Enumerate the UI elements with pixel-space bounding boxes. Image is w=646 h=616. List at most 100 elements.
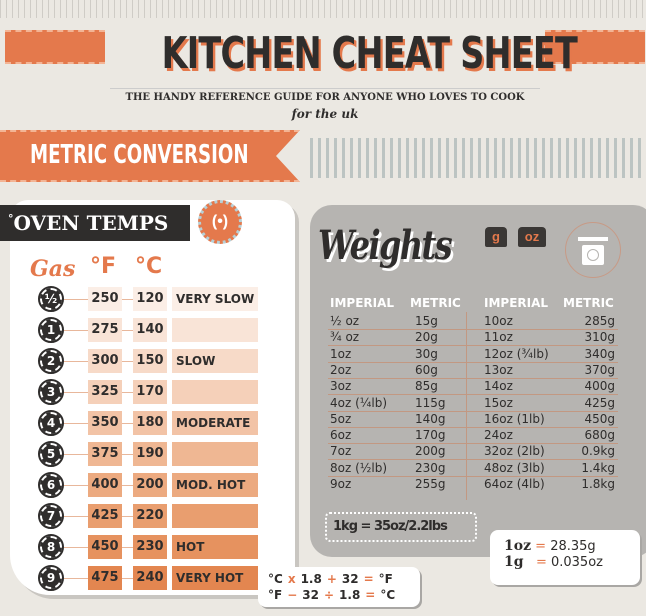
imperial-cell: 32oz (2lb)	[484, 444, 545, 459]
row-divider	[328, 329, 618, 330]
col-header-imperial: IMPERIAL	[330, 296, 395, 310]
row-divider	[328, 377, 618, 379]
equals: =	[535, 555, 547, 570]
imperial-cell: 11oz	[484, 330, 513, 345]
fahrenheit-cell: 450	[88, 535, 122, 559]
celsius-cell: 170	[133, 380, 167, 404]
col-header-metric: METRIC	[410, 296, 461, 310]
operator: x	[287, 572, 296, 586]
celsius-cell: 140	[133, 318, 167, 342]
metric-cell: 310g	[584, 330, 615, 345]
metric-cell: 20g	[415, 330, 438, 345]
operator: −	[287, 588, 298, 602]
imperial-cell: 24oz	[484, 428, 513, 443]
celsius-cell: 200	[133, 473, 167, 497]
spoons-decoration	[310, 138, 646, 178]
fahrenheit-cell: 475	[88, 566, 122, 590]
operand: 32	[302, 588, 319, 602]
celsius-cell: 190	[133, 442, 167, 466]
page-title: KITCHEN CHEAT SHEET	[161, 28, 578, 79]
oven-temps-title: °OVEN TEMPS	[0, 205, 190, 241]
operand: 1.8	[339, 588, 361, 602]
kg-note: 1kg = 35oz/2.2lbs	[325, 512, 477, 542]
ounce-weight-icon: oz	[518, 227, 546, 247]
oven-title-text: OVEN TEMPS	[13, 211, 169, 235]
equals: =	[535, 539, 547, 554]
metric-cell: 680g	[584, 428, 615, 443]
row-divider	[328, 410, 618, 412]
gas-mark-badge: 3	[38, 379, 64, 405]
operand: 1.8	[300, 572, 322, 586]
gas-mark-badge: 5	[38, 441, 64, 467]
metric-cell: 0.9kg	[581, 444, 615, 459]
imperial-cell: 15oz	[484, 395, 513, 410]
gas-mark-badge: 4	[38, 410, 64, 436]
metric-cell: 255g	[415, 477, 446, 491]
celsius-cell: 150	[133, 349, 167, 373]
gas-mark-badge: 9	[38, 565, 64, 591]
fahrenheit-cell: 275	[88, 318, 122, 342]
description-cell: MOD. HOT	[172, 473, 258, 497]
imperial-cell: 14oz	[484, 379, 513, 394]
fahrenheit-cell: 375	[88, 442, 122, 466]
description-cell: SLOW	[172, 349, 258, 373]
imperial-cell: 7oz	[330, 444, 352, 459]
description-cell	[172, 504, 258, 528]
celsius-cell: 120	[133, 287, 167, 311]
operand: °F	[268, 588, 283, 602]
imperial-cell: 12oz (¾lb)	[484, 346, 549, 361]
region-label: for the uk	[291, 107, 359, 121]
metric-cell: 115g	[415, 395, 446, 410]
imperial-cell: 1oz	[330, 346, 352, 361]
operator: =	[365, 588, 376, 602]
f-header: °F	[90, 254, 117, 279]
ruler-decoration	[0, 0, 646, 18]
imperial-cell: 10oz	[484, 314, 513, 328]
metric-cell: 1.8kg	[581, 477, 615, 491]
row-divider	[328, 459, 618, 461]
section-title: METRIC CONVERSION	[30, 140, 249, 170]
imperial-cell: 64oz (4lb)	[484, 477, 545, 491]
imperial-cell: 16oz (1lb)	[484, 411, 545, 426]
celsius-cell: 230	[133, 535, 167, 559]
metric-cell: 400g	[584, 379, 615, 394]
imperial-cell: 4oz (¼lb)	[330, 395, 388, 410]
metric-cell: 140g	[415, 411, 446, 426]
imperial-cell: ¾ oz	[330, 330, 360, 345]
operand: 32	[341, 572, 359, 586]
degree-symbol: °	[8, 212, 14, 226]
imperial-cell: 2oz	[330, 362, 352, 377]
fahrenheit-cell: 300	[88, 349, 122, 373]
operator: +	[326, 572, 337, 586]
c-to-f-formula: °C x 1.8 +32 = °F	[268, 571, 420, 587]
ribbon-left	[5, 30, 105, 64]
gas-mark-badge: 8	[38, 534, 64, 560]
fahrenheit-cell: 250	[88, 287, 122, 311]
description-cell: HOT	[172, 535, 258, 559]
celsius-cell: 220	[133, 504, 167, 528]
metric-cell: 15g	[415, 314, 438, 328]
metric-cell: 200g	[415, 444, 446, 459]
subtitle: THE HANDY REFERENCE GUIDE FOR ANYONE WHO…	[110, 88, 540, 104]
operand: °C	[268, 572, 283, 586]
metric-cell: 30g	[415, 346, 438, 361]
ribbon-right	[545, 30, 645, 64]
operator: =	[363, 572, 374, 586]
metric-cell: 1.4kg	[581, 460, 615, 475]
c-header: °C	[135, 254, 163, 279]
kitchen-scale-icon	[565, 222, 621, 278]
row-divider	[328, 345, 618, 347]
metric-cell: 170g	[415, 428, 446, 443]
fahrenheit-cell: 325	[88, 380, 122, 404]
row-divider	[328, 361, 618, 363]
metric-cell: 230g	[415, 460, 446, 475]
gas-mark-badge: 7	[38, 503, 64, 529]
imperial-cell: 6oz	[330, 428, 352, 443]
col-header-imperial-2: IMPERIAL	[484, 296, 549, 310]
gas-header: Gas	[30, 256, 76, 282]
column-divider	[466, 312, 467, 500]
description-cell	[172, 318, 258, 342]
row-divider	[328, 443, 618, 445]
gram-weight-icon: g	[485, 227, 507, 247]
row-divider	[328, 394, 618, 396]
